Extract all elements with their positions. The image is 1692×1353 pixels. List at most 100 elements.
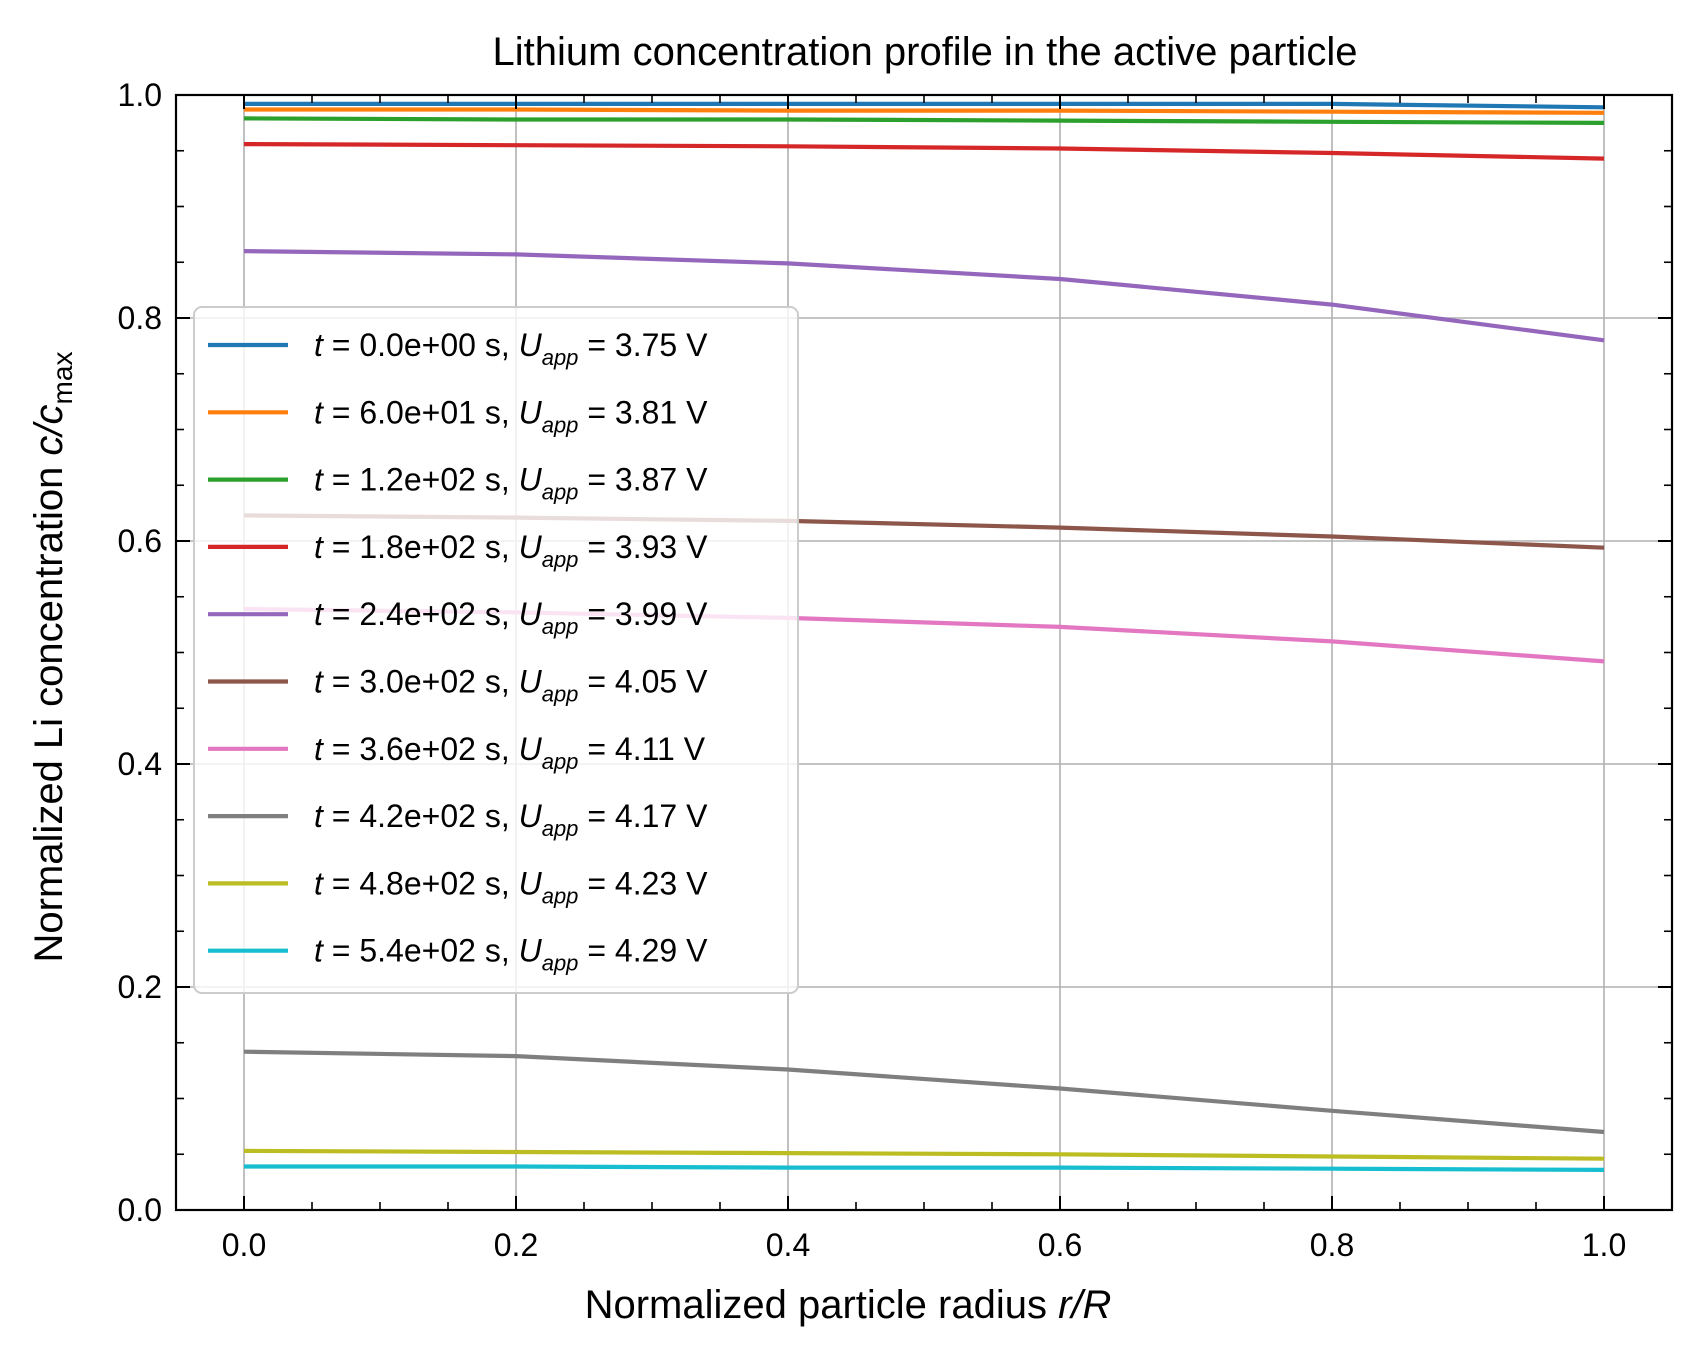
x-axis-label-text: Normalized particle radius <box>585 1283 1059 1327</box>
legend-text-part: s, <box>476 865 519 901</box>
legend-text-part: t <box>314 865 324 901</box>
series-line-4 <box>243 249 1605 343</box>
legend-text-part: app <box>542 345 579 370</box>
y-tick-label: 0.2 <box>118 969 162 1005</box>
y-axis-label: Normalized Li concentration c/cmax <box>27 352 78 963</box>
legend-entry-2: t = 1.2e+02 s, Uapp = 3.87 V <box>314 462 708 505</box>
legend-text-part: V <box>677 865 708 901</box>
legend-text-part: app <box>542 816 579 841</box>
y-tick-label: 0.4 <box>118 746 162 782</box>
legend-text-part: U <box>519 394 543 430</box>
legend-text-part: U <box>519 664 543 700</box>
legend-text-part: t <box>314 596 324 632</box>
legend-text-part: t <box>314 798 324 834</box>
series-line-1 <box>244 107 1605 115</box>
series-line-0 <box>244 101 1605 110</box>
legend-entry-1: t = 6.0e+01 s, Uapp = 3.81 V <box>314 394 708 437</box>
legend-text-part: app <box>542 682 579 707</box>
x-tick-label: 0.0 <box>222 1227 266 1263</box>
legend-time-value: 5.4e+02 <box>359 933 476 969</box>
legend-time-value: 3.6e+02 <box>359 731 476 767</box>
legend-text-part: V <box>677 327 708 363</box>
legend-text-part: t <box>314 327 324 363</box>
legend-text-part: app <box>542 883 579 908</box>
legend-time-value: 0.0e+00 <box>359 327 476 363</box>
legend-voltage-value: 4.23 <box>615 865 677 901</box>
legend-time-value: 6.0e+01 <box>359 394 476 430</box>
legend-text-part: = <box>578 327 614 363</box>
legend-text-part: = <box>323 933 359 969</box>
legend-voltage-value: 4.11 <box>615 731 675 767</box>
tick-labels: 0.0 0.2 0.4 0.6 0.8 1.0 0.0 0.2 0.4 0.6 0.8 1.0 <box>118 77 1627 1263</box>
legend-entry-6: t = 3.6e+02 s, Uapp = 4.11 V <box>314 731 706 774</box>
legend-text-part: U <box>519 731 543 767</box>
legend-text-part: = <box>578 865 614 901</box>
series-line-7 <box>243 1049 1605 1135</box>
legend-text-part: = <box>323 327 359 363</box>
legend-text-part: = <box>323 664 359 700</box>
plot-frame <box>174 93 1674 1212</box>
legend-time-value: 3.0e+02 <box>359 664 476 700</box>
legend-text-part: V <box>677 394 708 430</box>
legend-text-part: = <box>578 664 614 700</box>
legend-entry-7: t = 4.2e+02 s, Uapp = 4.17 V <box>314 798 708 841</box>
legend-text-part: = <box>578 394 614 430</box>
legend-entry-3: t = 1.8e+02 s, Uapp = 3.93 V <box>314 529 708 572</box>
legend-text-part: = <box>323 394 359 430</box>
legend-text-part: = <box>323 596 359 632</box>
legend-text-part: t <box>314 664 324 700</box>
legend-text-part: app <box>542 412 579 437</box>
legend-voltage-value: 4.05 <box>615 664 677 700</box>
y-axis-label-variable: c/c <box>27 404 71 455</box>
legend-text-part: = <box>323 798 359 834</box>
legend-text-part: U <box>519 462 543 498</box>
legend-voltage-value: 3.93 <box>615 529 677 565</box>
legend-text-part: t <box>314 933 324 969</box>
legend-text-part: = <box>578 529 614 565</box>
legend-time-value: 2.4e+02 <box>359 596 476 632</box>
legend-text-part: = <box>578 596 614 632</box>
legend-text-part: = <box>323 529 359 565</box>
y-axis-label-subscript: max <box>47 352 78 405</box>
x-tick-label: 0.8 <box>1310 1227 1354 1263</box>
legend-voltage-value: 3.81 <box>615 394 677 430</box>
legend-text-part: t <box>314 529 324 565</box>
y-tick-label: 0.0 <box>118 1192 162 1228</box>
legend-time-value: 4.2e+02 <box>359 798 476 834</box>
y-axis-label-text: Normalized Li concentration <box>27 456 71 963</box>
legend-text-part: s, <box>476 327 519 363</box>
legend-text-part: U <box>519 865 543 901</box>
legend-text-part: s, <box>476 462 519 498</box>
legend-time-value: 4.8e+02 <box>359 865 476 901</box>
series-line-2 <box>243 116 1605 125</box>
legend-entry-5: t = 3.0e+02 s, Uapp = 4.05 V <box>314 664 708 707</box>
legend-text-part: s, <box>476 596 519 632</box>
legend-voltage-value: 4.29 <box>615 933 677 969</box>
legend-entry-0: t = 0.0e+00 s, Uapp = 3.75 V <box>314 327 708 370</box>
legend-text-part: U <box>519 529 543 565</box>
legend-text-part: V <box>677 596 708 632</box>
legend-text-part: = <box>578 933 614 969</box>
legend-text-part: t <box>314 731 324 767</box>
legend-text-part: t <box>314 394 324 430</box>
legend-text-part: t <box>314 462 324 498</box>
series-line-8 <box>243 1148 1605 1161</box>
legend-text-part: = <box>323 462 359 498</box>
y-tick-label: 0.8 <box>118 300 162 336</box>
legend-text-part: s, <box>476 798 519 834</box>
x-axis-label: Normalized particle radius r/R <box>585 1283 1112 1327</box>
legend-time-value: 1.8e+02 <box>359 529 476 565</box>
legend-voltage-value: 4.17 <box>615 798 677 834</box>
legend-text-part: = <box>578 731 614 767</box>
legend-text-part: U <box>519 933 543 969</box>
chart-title: Lithium concentration profile in the act… <box>493 30 1358 74</box>
legend-text-part: s, <box>476 731 519 767</box>
legend-text-part: s, <box>476 394 519 430</box>
legend-text-part: app <box>542 951 579 976</box>
legend-text-part: app <box>542 614 579 639</box>
legend-text-part: app <box>542 749 579 774</box>
legend-text-part: U <box>519 798 543 834</box>
x-axis-label-variable: r/R <box>1058 1283 1111 1327</box>
legend-text-part: V <box>677 798 708 834</box>
